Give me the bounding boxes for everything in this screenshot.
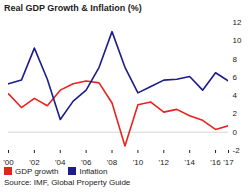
svg-text:12: 12 [233,18,242,27]
svg-text:4: 4 [233,91,238,100]
html-text:Real GDP Growth & Inflation (%: Real GDP Growth & Inflation (%) [4,3,142,13]
svg-text:'04: '04 [55,158,66,166]
svg-text:2: 2 [233,109,238,118]
svg-text:'00: '00 [3,158,14,166]
html-text:Inflation: Inflation [79,167,108,176]
svg-text:'17: '17 [223,158,234,166]
svg-text:8: 8 [233,55,238,64]
svg-text:6: 6 [233,73,238,82]
svg-text:'16: '16 [210,158,221,166]
html-text:Source: IMF, Global Property G: Source: IMF, Global Property Guide [4,178,131,187]
html-text:GDP growth: GDP growth [15,167,59,176]
svg-text:'08: '08 [107,158,118,166]
svg-text:'12: '12 [159,158,170,166]
svg-text:'06: '06 [81,158,92,166]
svg-text:10: 10 [233,36,242,45]
svg-text:'02: '02 [29,158,40,166]
svg-text:-2: -2 [233,146,241,155]
svg-text:0: 0 [233,128,238,137]
svg-text:'14: '14 [184,158,195,166]
svg-text:'10: '10 [133,158,144,166]
